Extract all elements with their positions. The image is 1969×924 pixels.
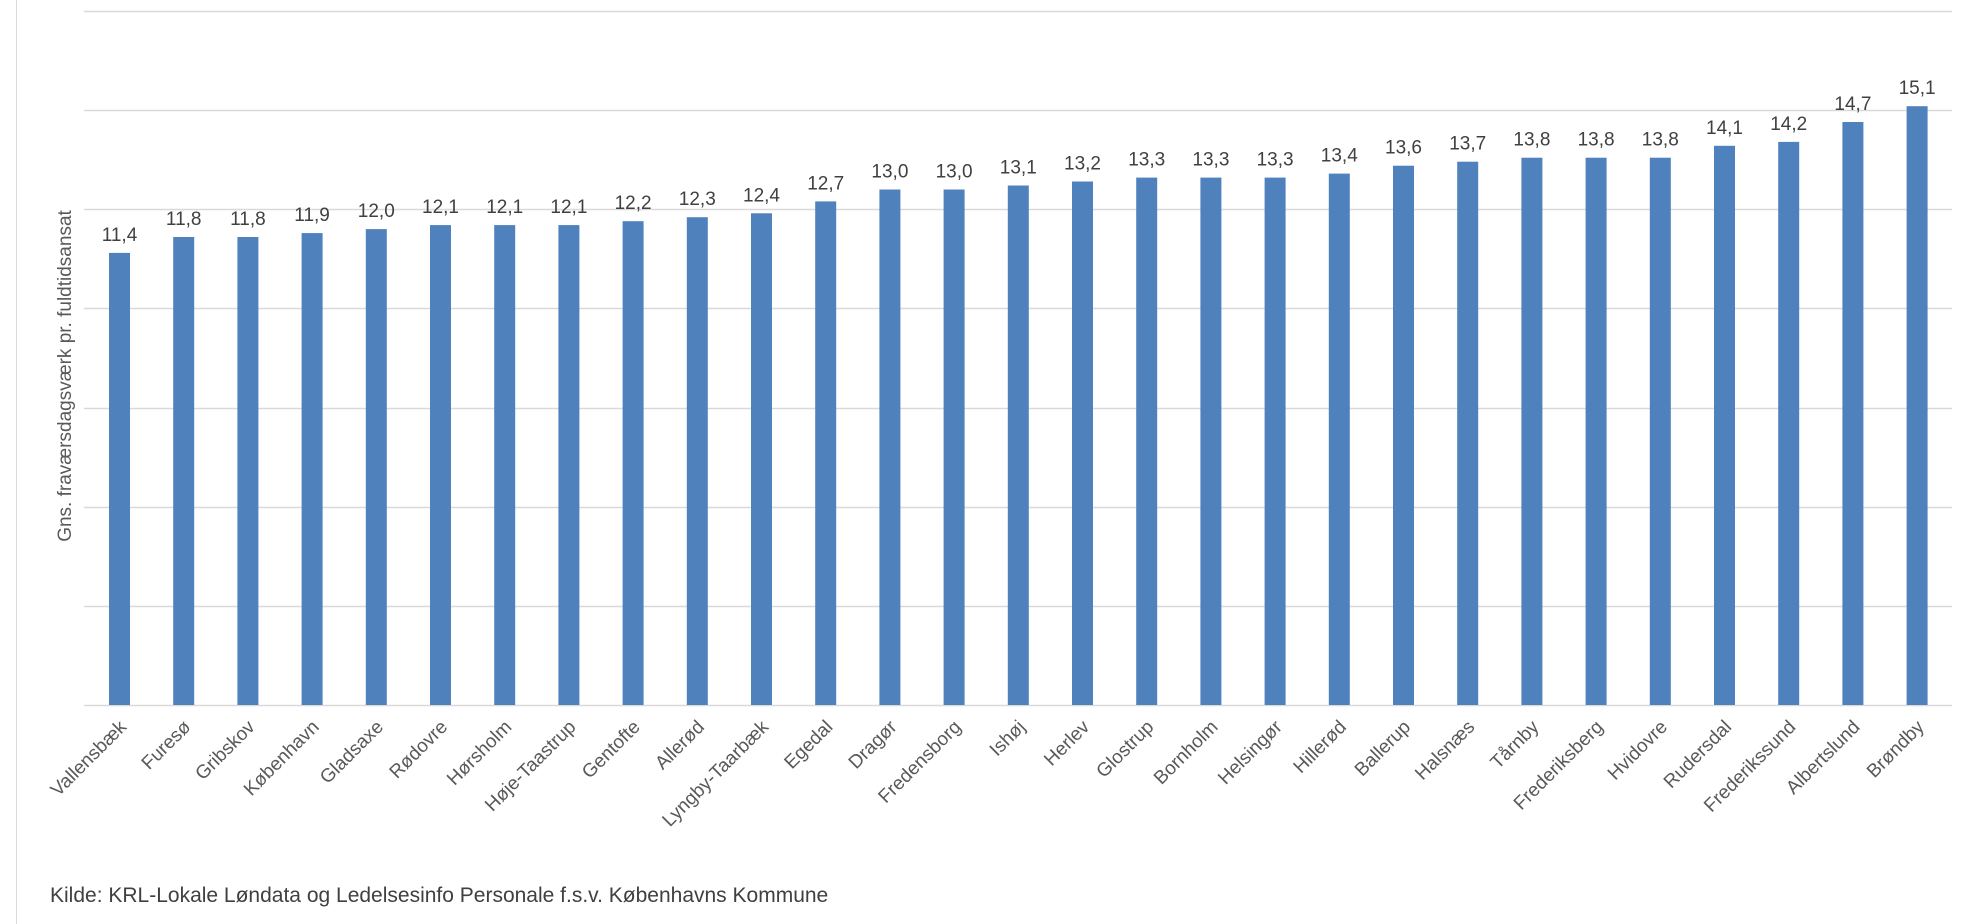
data-label: 13,8: [1578, 130, 1615, 151]
category-label: Brøndby: [1863, 716, 1929, 782]
data-label: 11,9: [294, 205, 330, 226]
category-label: Tårnby: [1487, 716, 1544, 773]
category-label: Egedal: [781, 717, 838, 774]
bar: [1778, 141, 1800, 705]
bars: [109, 106, 1928, 706]
bar: [365, 229, 387, 705]
bar: [1007, 185, 1029, 705]
data-label: 11,4: [102, 225, 138, 246]
data-label: 11,8: [230, 209, 266, 230]
data-label: 13,3: [1192, 150, 1229, 171]
data-label: 12,4: [743, 185, 780, 206]
chart-frame-left: [16, 0, 17, 924]
data-label: 12,0: [358, 201, 395, 222]
bar: [1714, 145, 1735, 706]
bar: [751, 213, 772, 706]
data-label: 14,1: [1706, 118, 1743, 139]
data-label: 14,7: [1834, 94, 1871, 115]
bar: [1393, 165, 1414, 705]
category-label: Herlev: [1040, 716, 1094, 770]
bar: [494, 225, 516, 705]
data-label: 15,1: [1899, 78, 1936, 99]
bar: [686, 217, 708, 705]
bar: [430, 225, 451, 705]
gridlines: [84, 10, 1952, 707]
bar: [1906, 106, 1928, 705]
bar: [109, 252, 130, 705]
bar: [943, 189, 965, 705]
category-label: Hvidovre: [1604, 717, 1672, 785]
data-label: 13,1: [1000, 158, 1037, 179]
category-label: Rødovre: [386, 717, 452, 783]
data-label: 13,6: [1385, 138, 1422, 159]
data-label: 12,3: [679, 189, 716, 210]
category-label: Gentofte: [578, 717, 644, 783]
data-label: 13,0: [871, 162, 908, 183]
data-label: 12,1: [550, 197, 587, 218]
category-label: Gribskov: [192, 716, 260, 784]
bar: [815, 201, 837, 705]
bar: [1521, 157, 1543, 705]
data-label: 12,2: [615, 193, 652, 214]
data-label: 13,2: [1064, 154, 1101, 175]
category-label: Ballerup: [1351, 717, 1415, 781]
category-label: Allerød: [651, 717, 708, 774]
bar: [1842, 122, 1864, 705]
bar: [1136, 177, 1158, 706]
bar: [1328, 173, 1350, 706]
category-label: Vallensbæk: [47, 716, 131, 800]
bar: [1457, 161, 1479, 705]
data-label: 13,7: [1449, 134, 1486, 155]
data-label: 12,1: [486, 197, 523, 218]
data-label: 13,4: [1321, 146, 1358, 167]
category-label: Bornholm: [1150, 717, 1222, 789]
category-label: Ishøj: [986, 717, 1030, 761]
bar: [558, 225, 580, 705]
category-label: Helsingør: [1214, 716, 1287, 789]
bar: [1585, 157, 1607, 705]
data-label: 13,8: [1513, 130, 1550, 151]
source-note: Kilde: KRL-Lokale Løndata og Ledelsesinf…: [50, 884, 829, 907]
bar: [301, 233, 323, 705]
bar: [1200, 177, 1222, 706]
bar: [1264, 177, 1286, 706]
bar: [1072, 181, 1093, 705]
data-label: 13,3: [1257, 150, 1294, 171]
y-axis-label: Gns. fraværsdagsværk pr. fuldtidsansat: [55, 210, 76, 542]
data-label: 12,7: [807, 173, 844, 194]
bar: [237, 237, 259, 705]
category-label: Gladsaxe: [316, 717, 388, 789]
data-label: 13,3: [1128, 150, 1165, 171]
data-label: 12,1: [422, 197, 459, 218]
data-labels: 11,4 11,8 11,8 11,9 12,0 12,1 12,1 12,1 12,2 12,3…: [102, 78, 1936, 246]
category-labels: Vallensbæk FuresøGribskovKøbenhavnGladsax…: [47, 716, 1929, 831]
category-label: Halsnæs: [1411, 717, 1479, 785]
category-label: Hillerød: [1290, 717, 1351, 778]
data-label: 13,8: [1642, 130, 1679, 151]
data-label: 14,2: [1770, 114, 1807, 135]
data-label: 13,0: [936, 162, 973, 183]
bar: [1649, 157, 1671, 705]
data-label: 11,8: [166, 209, 202, 230]
bar: [879, 189, 901, 705]
category-label: Glostrup: [1093, 717, 1159, 783]
category-label: Furesø: [138, 716, 196, 774]
bar: [622, 221, 644, 705]
bar: [173, 237, 195, 705]
category-label: Dragør: [845, 716, 902, 773]
